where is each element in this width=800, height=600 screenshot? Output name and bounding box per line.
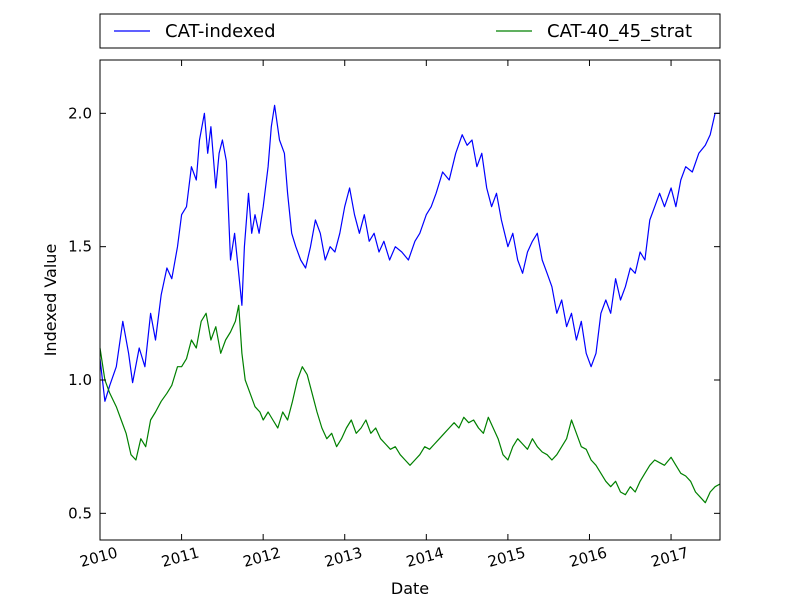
y-tick-label: 1.0 [68, 371, 92, 389]
series-line-cat-40-45-strat [99, 304, 721, 504]
y-tick-label: 0.5 [68, 504, 92, 522]
x-tick-label: 2013 [323, 544, 365, 571]
y-tick-label: 1.5 [68, 238, 92, 256]
x-tick-label: 2010 [78, 544, 120, 571]
x-tick-label: 2014 [404, 544, 446, 571]
x-tick-label: 2011 [160, 544, 202, 571]
x-tick-label: 2015 [486, 544, 528, 571]
y-tick-label: 2.0 [68, 104, 92, 122]
legend-box [99, 13, 721, 49]
x-tick-label: 2017 [649, 544, 691, 571]
x-axis-label: Date [391, 579, 429, 598]
legend-label-cat-40-45-strat: CAT-40_45_strat [547, 21, 692, 42]
series-line-cat-indexed [99, 104, 720, 402]
y-axis-label: Indexed Value [41, 244, 60, 357]
x-tick-label: 2016 [567, 544, 609, 571]
axes-border [99, 59, 721, 541]
plot-frame [100, 60, 720, 540]
plot-area: 2010 2011 2012 2013 2014 2015 2016 2017 0.5 1.0 1… [68, 59, 721, 571]
series-layer [99, 104, 721, 504]
legend-label-cat-indexed: CAT-indexed [165, 21, 276, 42]
y-axis-ticks: 0.5 1.0 1.5 2.0 [68, 104, 720, 522]
legend: CAT-indexed CAT-40_45_strat [99, 13, 721, 49]
x-tick-label: 2012 [241, 544, 283, 571]
